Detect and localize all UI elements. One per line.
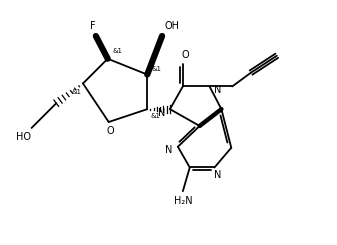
Text: &1: &1 (150, 113, 160, 119)
Text: H₂N: H₂N (174, 196, 192, 206)
Text: O: O (107, 126, 115, 136)
Text: N: N (214, 85, 221, 95)
Text: N: N (165, 145, 173, 155)
Text: OH: OH (164, 21, 180, 31)
Text: &1: &1 (151, 66, 161, 72)
Text: N: N (214, 170, 221, 180)
Text: O: O (182, 50, 190, 60)
Text: HO: HO (16, 132, 31, 142)
Text: &1: &1 (71, 89, 81, 95)
Text: N: N (158, 108, 166, 118)
Text: F: F (90, 21, 96, 31)
Text: &1: &1 (113, 48, 123, 54)
